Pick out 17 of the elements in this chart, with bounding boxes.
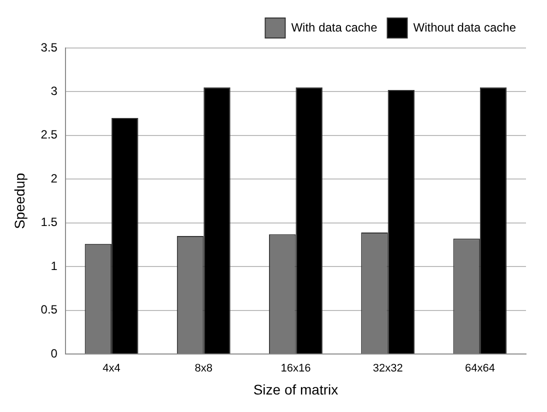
y-tick-label: 2 (50, 171, 58, 186)
y-tick-label: 1 (50, 258, 58, 273)
x-tick-label: 64x64 (464, 362, 495, 375)
legend-label: Without data cache (413, 20, 516, 34)
y-tick-label: 1.5 (40, 215, 58, 230)
y-tick-label: 0 (50, 346, 58, 360)
x-tick-label: 32x32 (372, 362, 403, 375)
x-axis-title: Size of matrix (253, 381, 338, 398)
x-tick-label: 8x8 (194, 362, 213, 375)
legend-label: With data cache (291, 20, 378, 34)
y-axis-title: Speedup (11, 172, 28, 230)
y-tick-label: 3.5 (40, 40, 58, 54)
x-tick-label: 4x4 (102, 362, 120, 375)
y-tick-label: 0.5 (40, 302, 58, 317)
y-tick-label: 2.5 (40, 128, 58, 142)
y-tick-label: 3 (50, 84, 58, 98)
x-tick-label: 16x16 (280, 362, 311, 375)
